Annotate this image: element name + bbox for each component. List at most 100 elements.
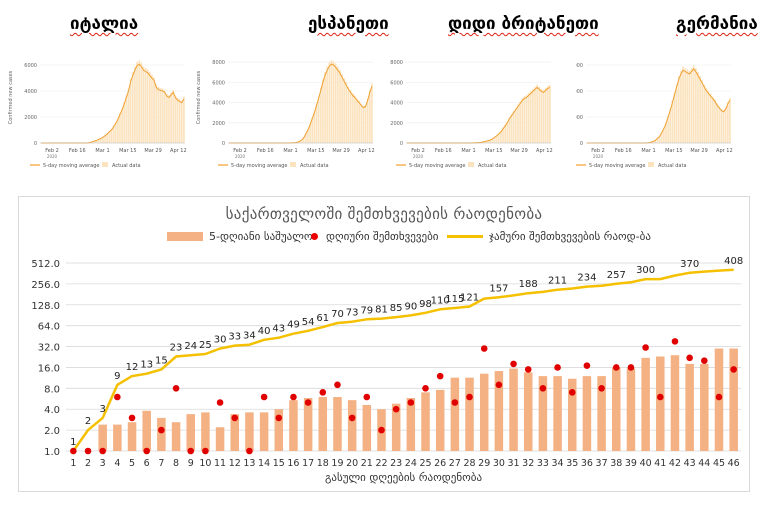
cumulative-data-label: 13 (140, 360, 153, 371)
mini-bar (523, 96, 526, 143)
x-tick-label: 36 (581, 458, 593, 469)
mini-bar (99, 138, 102, 143)
daily-dot (319, 389, 327, 396)
mini-bar (532, 88, 534, 143)
mini-ytick: 2000 (576, 115, 583, 121)
mini-bar (542, 89, 545, 143)
mini-bar (677, 76, 680, 143)
mini-xtick: Apr 12 (716, 148, 733, 154)
mini-bar (161, 88, 164, 143)
daily-dot (612, 364, 620, 371)
avg-bar (641, 357, 650, 451)
mini-bar (298, 141, 301, 143)
mini-bar (172, 89, 175, 143)
mini-bar (116, 118, 119, 143)
mini-bar (112, 125, 115, 143)
cumulative-data-label: 211 (548, 276, 567, 287)
x-tick-label: 35 (566, 458, 578, 469)
daily-dot (495, 381, 503, 389)
mini-bar (104, 135, 106, 143)
mini-bar (512, 111, 515, 143)
mini-ylabel: Confirmed new cases (196, 70, 202, 124)
x-tick-label: 22 (375, 458, 387, 469)
mini-bar (121, 108, 123, 143)
avg-bar (670, 355, 680, 451)
mini-bar (168, 95, 170, 143)
mini-bar (521, 98, 524, 143)
mini-xtick: Feb 2 (411, 148, 425, 154)
cumulative-data-label: 90 (404, 301, 417, 312)
cumulative-data-label: 3 (99, 404, 105, 415)
daily-dot (598, 385, 605, 392)
legend-swatch-dot (311, 233, 318, 240)
mini-bar (707, 91, 710, 143)
avg-bar (142, 410, 151, 451)
cumulative-data-label: 24 (184, 341, 197, 352)
avg-bar (523, 372, 533, 451)
mini-bar (519, 101, 521, 143)
mini-xtick: Mar 29 (332, 148, 349, 154)
cumulative-data-label: 61 (316, 313, 329, 324)
cumulative-data-label: 34 (243, 331, 256, 342)
y-tick-label: 32.0 (38, 343, 60, 354)
cumulative-data-label: 1 (70, 437, 76, 448)
mini-bar (671, 100, 674, 143)
mini-bar (319, 87, 322, 143)
mini-legend-label: 5-day moving average (231, 163, 287, 169)
mini-bar (95, 140, 98, 143)
legend-item-average: 5-დღიანი საშუალო (167, 230, 313, 243)
mini-bar (485, 141, 487, 143)
mini-bar (97, 139, 100, 143)
daily-dot (128, 414, 136, 422)
daily-dot (715, 393, 723, 401)
avg-bar (656, 356, 665, 451)
mini-xtick: Feb 16 (435, 148, 452, 154)
mini-chart-title: ესპანეთი (308, 14, 389, 34)
cumulative-data-label: 70 (331, 309, 344, 320)
mini-bar (658, 136, 661, 143)
mini-ytick: 2000 (24, 115, 37, 121)
avg-bar (465, 377, 474, 451)
mini-bar (491, 138, 494, 143)
x-tick-label: 41 (654, 458, 666, 469)
daily-dot (627, 364, 635, 371)
avg-bar (567, 378, 577, 451)
cumulative-data-label: 40 (258, 326, 271, 337)
daily-dot (187, 447, 195, 455)
mini-bar (497, 133, 500, 143)
mini-bar (151, 74, 153, 143)
mini-bar (300, 139, 303, 143)
mini-ytick: 0 (34, 141, 37, 147)
cumulative-data-label: 15 (155, 355, 168, 366)
mini-xtick: Feb 2 (591, 148, 605, 154)
mini-xtick-year: 2020 (593, 154, 604, 159)
cumulative-data-label: 43 (272, 324, 285, 335)
avg-bar (186, 414, 195, 451)
mini-bar (718, 106, 721, 143)
cumulative-data-label: 408 (724, 256, 743, 267)
mini-chart-germany: გერმანია Confirmed new cases020004000600… (576, 0, 768, 180)
mini-bar (176, 97, 179, 143)
x-tick-label: 19 (331, 458, 343, 469)
mini-bar (690, 67, 693, 143)
x-tick-label: 34 (552, 458, 564, 469)
mini-bar (364, 104, 367, 143)
x-tick-label: 8 (173, 458, 179, 469)
avg-bar (171, 422, 181, 451)
x-tick-label: 4 (114, 458, 120, 469)
mini-bar (489, 139, 492, 143)
mini-bar (538, 86, 541, 143)
x-tick-label: 21 (361, 458, 373, 469)
cumulative-data-label: 157 (489, 283, 508, 294)
daily-dot (642, 344, 649, 351)
mini-ytick: 6000 (24, 63, 37, 69)
x-tick-label: 44 (698, 458, 710, 469)
daily-dot (466, 393, 473, 401)
avg-bar (612, 367, 621, 451)
x-tick-label: 29 (478, 458, 490, 469)
x-tick-label: 27 (449, 458, 461, 469)
mini-ytick: 8000 (212, 60, 225, 66)
mini-ytick: 0 (580, 141, 583, 147)
cumulative-data-label: 81 (375, 305, 388, 316)
mini-bar (170, 92, 172, 143)
